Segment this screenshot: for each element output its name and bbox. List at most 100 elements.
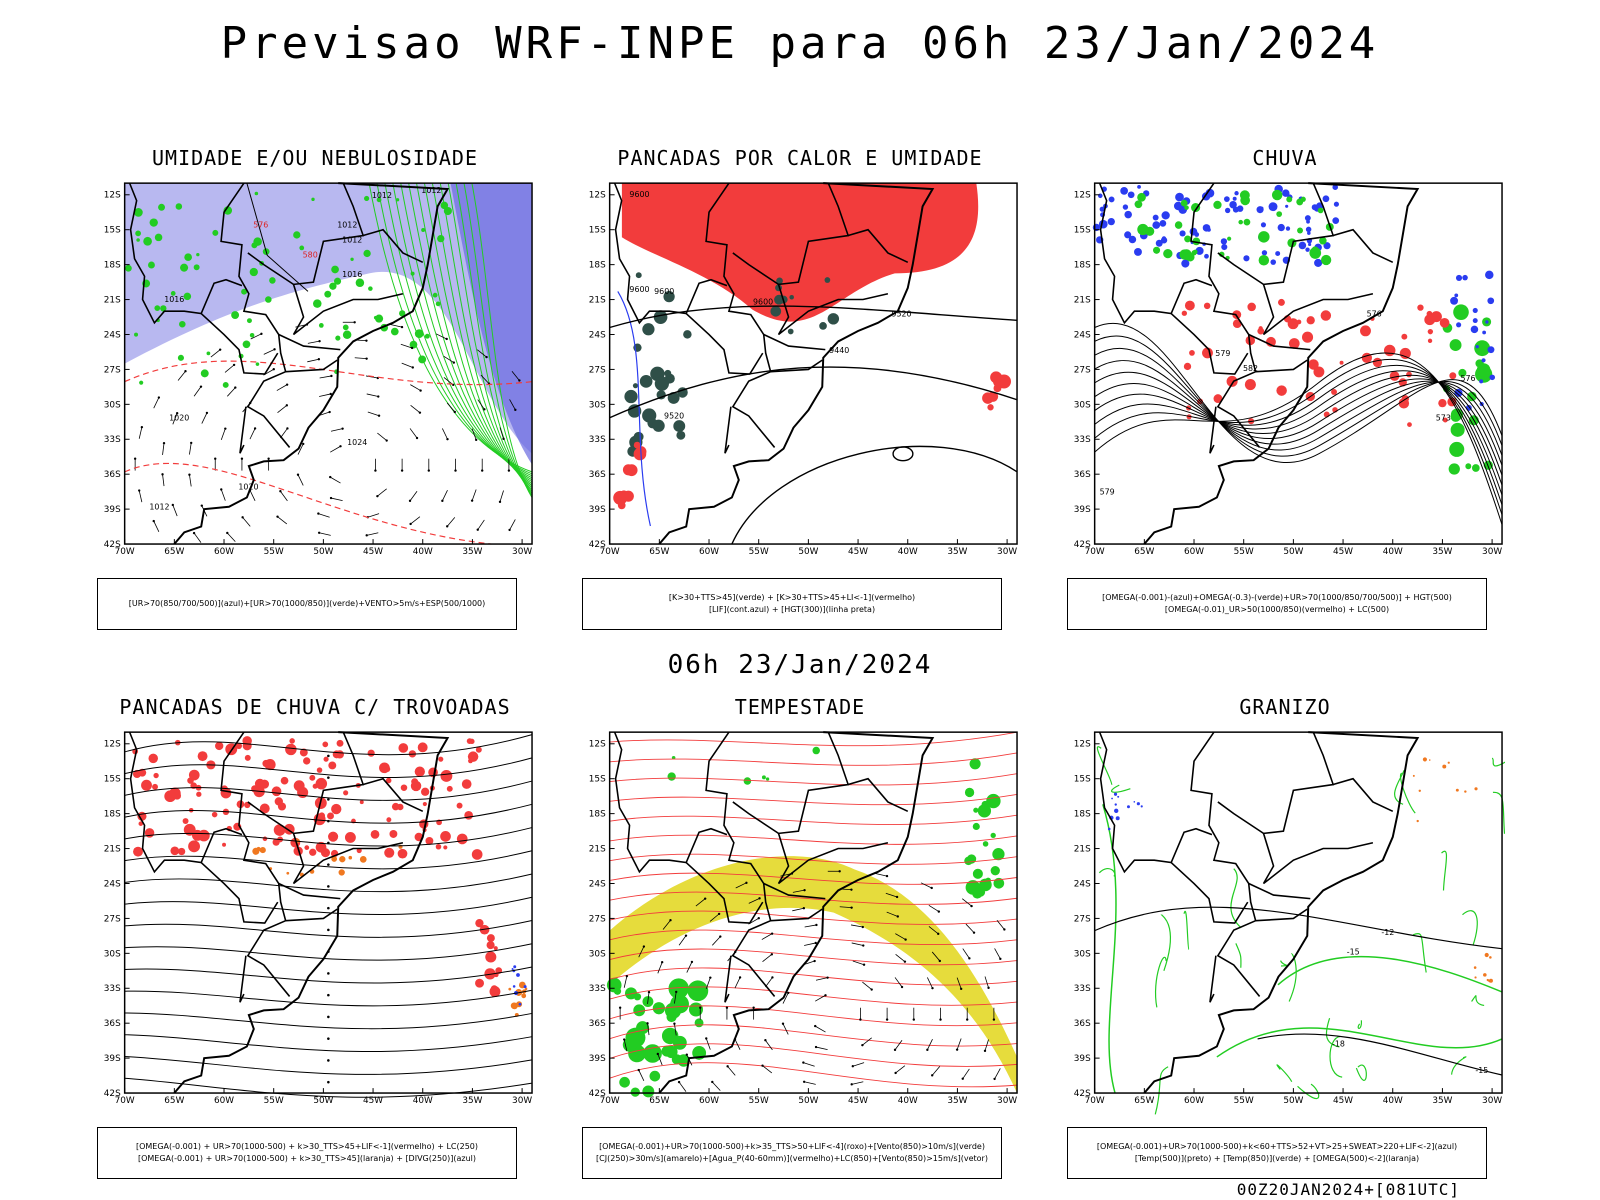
rain-area [1243, 255, 1250, 262]
convective-rain-area [1232, 310, 1242, 320]
wind-vector [377, 488, 387, 497]
thunderstorm-area [420, 787, 430, 796]
lat-label: 42S [589, 540, 606, 550]
wind-vector [885, 874, 889, 878]
heavy-rain-area [1319, 237, 1327, 245]
wind-vector [623, 1038, 626, 1041]
thunderstorm-area [456, 802, 463, 809]
convective-rain-area [1181, 310, 1188, 316]
rain-area [1099, 206, 1105, 212]
wind-vector [474, 438, 478, 442]
wind-vector [705, 977, 711, 989]
wind-vector [674, 991, 677, 1004]
panel-umidade[interactable]: UMIDADE E/OU NEBULOSIDADE 12S 15S 18S 21S 24… [95, 146, 535, 630]
lat-label: 21S [104, 845, 121, 855]
temp500-contour [1257, 1033, 1503, 1076]
heavy-rain-area [1474, 340, 1491, 357]
wind-vector [400, 325, 404, 329]
wind-vector [317, 358, 321, 361]
heavy-rain-area [1448, 463, 1460, 475]
panel-granizo[interactable]: GRANIZO 12S 15S 18S 21S 24S 27S 30S 33S 36S 39S 42… [1065, 695, 1505, 1179]
panel-tempestade[interactable]: TEMPESTADE 12S 15S 18S 21S 24S 27S 30S 33S 36S 39… [580, 695, 1020, 1179]
wind-vector [813, 959, 816, 963]
hgt-contour [609, 366, 1018, 419]
rain-area [1098, 193, 1103, 199]
omega-area [1412, 774, 1415, 777]
thunderstorm-area [280, 776, 289, 785]
wind-vector [276, 384, 288, 391]
lon-label: 30W [997, 547, 1017, 557]
panel-trovoadas[interactable]: PANCADAS DE CHUVA C/ TROVOADAS 12S 15S 18S… [95, 695, 535, 1179]
omega-area [1474, 787, 1478, 791]
lat-label: 21S [1074, 845, 1091, 855]
wind-vector [374, 469, 377, 472]
wind-vector [138, 490, 143, 503]
wind-vector [319, 375, 332, 379]
legend-line-2: [LIF](cont.azul) + [HGT(300)](linha pret… [708, 605, 876, 614]
wind-vector [408, 499, 412, 503]
convective-rain-area [1213, 394, 1223, 404]
lon-label: 35W [462, 547, 482, 557]
wind-vector [861, 1043, 864, 1047]
contour-label: 1012 [421, 186, 441, 195]
convective-rain-area [1276, 385, 1287, 396]
country-border [1332, 228, 1394, 264]
wind-vector [385, 439, 388, 442]
rain-area [1482, 330, 1487, 335]
lon-label: 55W [1234, 1096, 1254, 1106]
panel-pancadas-calor[interactable]: PANCADAS POR CALOR E UMIDADE 12S 15S 18S 21… [580, 146, 1020, 630]
rain-area [1485, 270, 1494, 280]
pressure-contour [609, 1005, 1018, 1027]
lat-label: 33S [1074, 984, 1091, 994]
country-border [220, 731, 291, 997]
country-border [247, 252, 294, 286]
wind-vector [192, 531, 196, 535]
contour-label: 9520 [891, 310, 911, 319]
jet-stream-area [609, 856, 1018, 1094]
wind-vector [319, 393, 331, 397]
temp850-contour [1230, 868, 1242, 929]
wind-vector [782, 1023, 789, 1035]
wind-vector [328, 410, 331, 414]
wind-vector [771, 976, 774, 979]
rain-area [1307, 231, 1311, 235]
legend-line-1: [K>30+TTS>45](verde) + [K>30+TTS>45+LI<-… [668, 593, 916, 602]
thunderstorm-area [262, 836, 268, 842]
country-border [239, 406, 247, 454]
thunderstorm-area [336, 739, 344, 747]
rain-area [1487, 297, 1495, 305]
thunderstorm-area [188, 769, 200, 781]
low-humidity-cell [180, 263, 189, 272]
panel-chuva[interactable]: CHUVA 12S 15S 18S 21S 24S 27S 30S 33S 36S 39S 42S 7… [1065, 146, 1505, 630]
wind-vector [993, 1077, 996, 1081]
thunderstorm-area [385, 777, 392, 784]
wind-vector [508, 528, 511, 532]
low-humidity-cell [170, 291, 176, 296]
wind-vector [894, 1040, 903, 1051]
contour-label: 1016 [342, 270, 362, 279]
heat-shower-cell [982, 392, 994, 404]
streamline [124, 827, 533, 847]
lat-label: 33S [589, 984, 606, 994]
wind-vector [162, 441, 166, 445]
streamline [1094, 358, 1503, 516]
wind-vector [885, 892, 898, 898]
lat-label: 36S [589, 470, 606, 480]
hgt-contour [892, 446, 914, 462]
lat-label: 39S [1074, 505, 1091, 515]
wind-vector [241, 516, 244, 519]
wind-vector [518, 379, 521, 382]
thunderstorm-area [384, 766, 391, 772]
lat-label: 39S [589, 1054, 606, 1064]
wind-vector [861, 925, 864, 929]
lon-label: 45W [848, 547, 868, 557]
thickness-contour [124, 462, 492, 545]
lat-label: 24S [104, 879, 121, 889]
